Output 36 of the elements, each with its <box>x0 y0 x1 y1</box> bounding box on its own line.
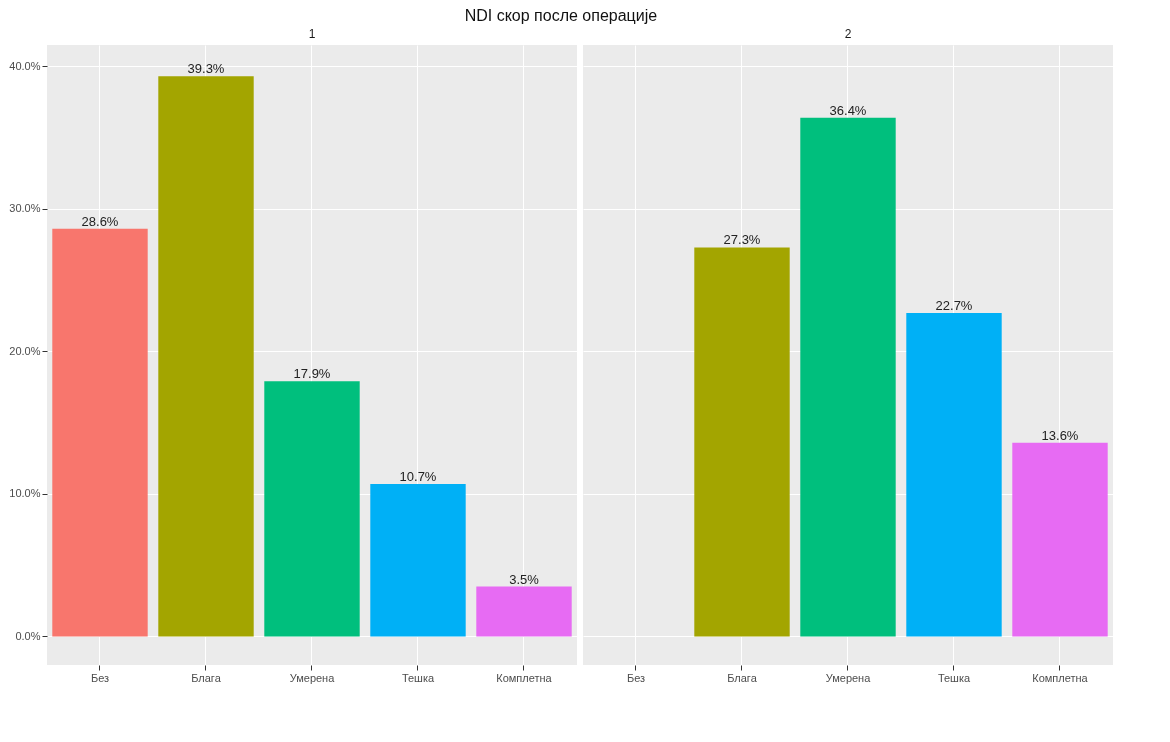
bar <box>1012 442 1108 637</box>
bar <box>906 312 1002 637</box>
x-tick-label: Комплетна <box>496 671 553 684</box>
bar <box>694 247 790 637</box>
x-tick-label: Тешка <box>401 671 435 684</box>
x-tick-label: Комплетна <box>1032 671 1089 684</box>
bar <box>264 381 360 637</box>
x-tick-label: Тешка <box>937 671 971 684</box>
y-tick-label: 40.0% <box>9 59 41 72</box>
bar <box>800 117 896 637</box>
bar <box>370 483 466 637</box>
data-label: 13.6% <box>1041 427 1079 443</box>
y-tick-label: 20.0% <box>9 344 41 357</box>
data-label: 39.3% <box>187 61 225 77</box>
data-label: 22.7% <box>935 297 973 313</box>
x-tick-label: Умерена <box>825 671 872 684</box>
chart-subtitle: 1 <box>308 27 316 41</box>
data-label: 3.5% <box>509 571 540 587</box>
x-tick-label: Без <box>626 671 646 684</box>
data-label: 36.4% <box>829 102 867 118</box>
x-tick-label: Без <box>90 671 110 684</box>
data-label: 28.6% <box>81 213 119 229</box>
y-tick-label: 0.0% <box>15 629 41 642</box>
bar <box>52 228 148 637</box>
data-label: 10.7% <box>399 468 437 484</box>
x-tick-label: Блага <box>191 671 222 684</box>
data-label: 17.9% <box>293 366 331 382</box>
y-tick-label: 30.0% <box>9 202 41 215</box>
bar <box>476 586 572 637</box>
x-tick-label: Блага <box>727 671 758 684</box>
y-tick-label: 10.0% <box>9 487 41 500</box>
chart-subtitle: 2 <box>844 27 852 41</box>
x-tick-label: Умерена <box>289 671 336 684</box>
chart-title: NDI скор после операције <box>464 7 658 24</box>
bar <box>158 76 254 637</box>
data-label: 27.3% <box>723 232 761 248</box>
